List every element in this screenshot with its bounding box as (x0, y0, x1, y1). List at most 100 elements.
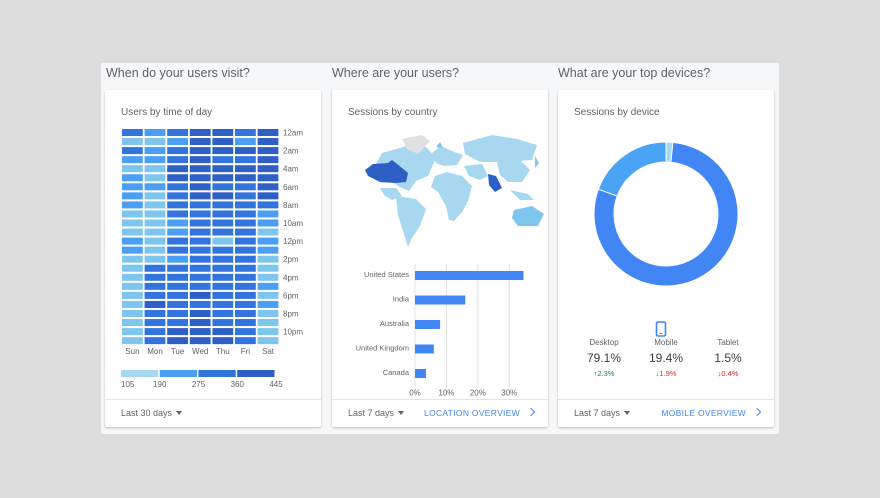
date-range-dropdown[interactable]: Last 7 days (348, 408, 405, 418)
legend-swatch (159, 370, 197, 377)
heatmap-cell (189, 228, 211, 236)
heatmap-cell (122, 210, 143, 218)
heatmap-cell (122, 147, 143, 155)
heatmap-cell (144, 174, 166, 182)
section-title-where: Where are your users? (332, 66, 460, 80)
heatmap-cell (144, 273, 166, 281)
heatmap-cell (257, 291, 279, 299)
location-overview-label: LOCATION OVERVIEW (424, 408, 520, 418)
caret-down-icon (176, 411, 183, 415)
heatmap-cell (212, 319, 234, 327)
caret-down-icon (398, 411, 405, 415)
heatmap-cell (212, 255, 234, 263)
category-label: Australia (380, 319, 410, 328)
heatmap-cell (122, 264, 143, 272)
chevron-right-icon (526, 407, 536, 417)
hour-label: 6pm (283, 291, 299, 300)
legend-value: 105 (121, 380, 135, 389)
heatmap-cell (257, 310, 279, 317)
category-label: India (393, 295, 410, 304)
country-bar (415, 271, 524, 280)
device-value-desktop: 79.1% (586, 351, 622, 365)
heatmap-cell (122, 129, 143, 136)
category-label: United Kingdom (356, 344, 409, 353)
date-range-dropdown[interactable]: Last 7 days (574, 408, 631, 418)
hour-label: 2pm (283, 255, 299, 264)
heatmap-cell (144, 201, 166, 209)
section-title-devices: What are your top devices? (558, 66, 711, 80)
heatmap-cell (235, 291, 256, 299)
heatmap-cell (235, 328, 256, 336)
heatmap-cell (257, 264, 279, 272)
heatmap-cell (212, 273, 234, 281)
chevron-right-icon (752, 407, 762, 417)
heatmap-cell (257, 337, 279, 345)
heatmap-cell (212, 282, 234, 290)
heatmap-cell (167, 255, 188, 263)
device-value-tablet: 1.5% (714, 351, 742, 365)
heatmap-cell (189, 165, 211, 173)
heatmap-cell (189, 282, 211, 290)
heatmap-cell (122, 165, 143, 173)
heatmap-cell (189, 192, 211, 200)
country-card: Sessions by country 0% 10% 20% 30% United St… (332, 90, 548, 427)
device-change-mobile: ↓1.9% (636, 369, 696, 378)
heatmap-cell (122, 201, 143, 209)
heatmap-cell (167, 273, 188, 281)
heatmap-cell (212, 228, 234, 236)
heatmap-cell (235, 246, 256, 254)
heatmap-cell (235, 192, 256, 200)
heatmap-cell (189, 219, 211, 227)
heatmap-cell (144, 219, 166, 227)
category-label: Canada (383, 368, 410, 377)
date-range-dropdown[interactable]: Last 30 days (121, 408, 183, 418)
day-label: Mon (147, 347, 163, 356)
heatmap-cell (257, 282, 279, 290)
heatmap-cell (235, 219, 256, 227)
heatmap-cell (122, 219, 143, 227)
mobile-overview-link[interactable]: MOBILE OVERVIEW (661, 407, 762, 418)
time-card-footer: Last 30 days (105, 399, 321, 427)
device-card: Sessions by device Desktop Mobile Tablet… (558, 90, 774, 427)
heatmap-cell (257, 246, 279, 254)
heatmap-cell (212, 147, 234, 155)
donut-slice-desktop (593, 141, 739, 287)
date-range-label: Last 30 days (121, 408, 173, 418)
donut-slice-tablet (665, 141, 674, 163)
heatmap-cell (235, 210, 256, 218)
heatmap-cell (144, 228, 166, 236)
map-united-states (365, 160, 408, 183)
heatmap-cell (189, 237, 211, 245)
heatmap-cell (212, 156, 234, 164)
heatmap-cell (235, 282, 256, 290)
device-change-tablet-value: 0.4% (721, 369, 739, 378)
heatmap-cell (122, 192, 143, 200)
heatmap-cell (257, 237, 279, 245)
heatmap-cell (167, 165, 188, 173)
heatmap-cell (167, 282, 188, 290)
heatmap-cell (144, 138, 166, 146)
heatmap-cell (167, 264, 188, 272)
heatmap-cell (235, 165, 256, 173)
heatmap-cell (212, 300, 234, 308)
heatmap-cell (144, 264, 166, 272)
heatmap-cell (235, 273, 256, 281)
heatmap-cell (144, 237, 166, 245)
caret-down-icon (624, 411, 631, 415)
heatmap-cell (122, 174, 143, 182)
heatmap-cell (167, 156, 188, 164)
hour-label: 12pm (283, 237, 303, 246)
legend-value: 445 (269, 380, 283, 389)
heatmap-cell (257, 210, 279, 218)
x-tick-label: 10% (438, 389, 454, 398)
legend-value: 275 (192, 380, 206, 389)
heatmap-cell (144, 147, 166, 155)
heatmap-cell (122, 183, 143, 191)
heatmap-cell (257, 201, 279, 209)
location-overview-link[interactable]: LOCATION OVERVIEW (424, 407, 536, 418)
country-bar (415, 320, 441, 329)
world-map (365, 135, 544, 247)
heatmap-cell (235, 300, 256, 308)
heatmap-cell (257, 192, 279, 200)
heatmap-cell (122, 228, 143, 236)
